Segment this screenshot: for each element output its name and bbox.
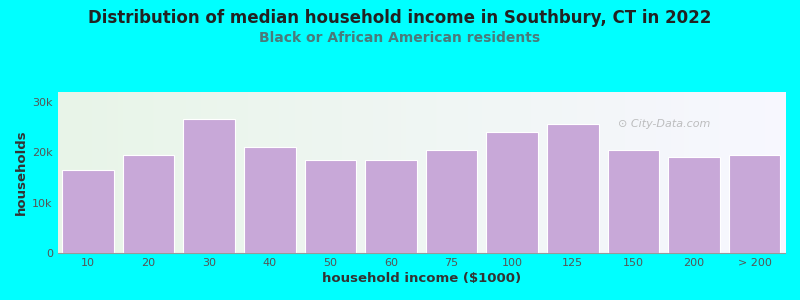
Bar <box>426 149 478 253</box>
Bar <box>486 132 538 253</box>
Text: ⊙ City-Data.com: ⊙ City-Data.com <box>618 119 710 129</box>
Bar <box>366 160 417 253</box>
Bar <box>183 119 235 253</box>
Bar <box>244 147 295 253</box>
Bar <box>62 170 114 253</box>
Bar <box>729 154 781 253</box>
Bar <box>608 149 659 253</box>
Bar <box>668 157 720 253</box>
Bar <box>547 124 598 253</box>
Text: Distribution of median household income in Southbury, CT in 2022: Distribution of median household income … <box>88 9 712 27</box>
Bar <box>305 160 356 253</box>
Text: Black or African American residents: Black or African American residents <box>259 31 541 44</box>
Bar <box>123 154 174 253</box>
Y-axis label: households: households <box>15 129 28 215</box>
X-axis label: household income ($1000): household income ($1000) <box>322 272 521 285</box>
